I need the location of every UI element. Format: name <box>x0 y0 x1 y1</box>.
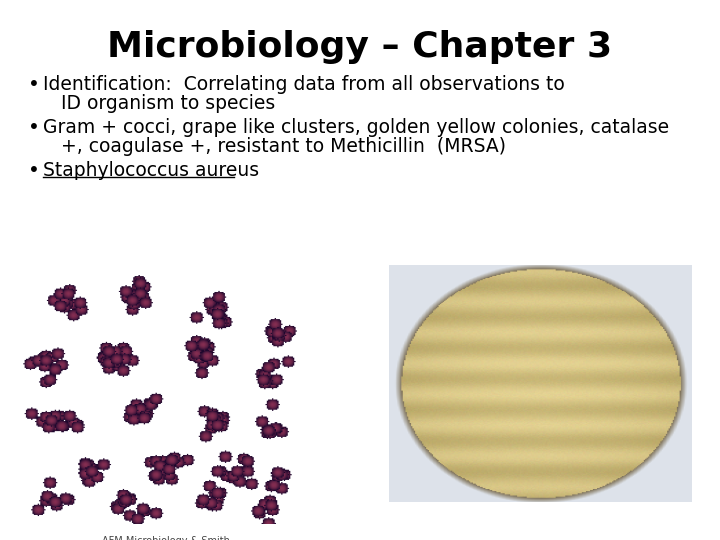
Text: Gram + cocci, grape like clusters, golden yellow colonies, catalase: Gram + cocci, grape like clusters, golde… <box>43 118 669 137</box>
Text: ID organism to species: ID organism to species <box>43 94 275 113</box>
Text: •: • <box>28 118 40 137</box>
Text: Staphylococcus aureus: Staphylococcus aureus <box>43 161 259 180</box>
Text: Identification:  Correlating data from all observations to: Identification: Correlating data from al… <box>43 75 564 94</box>
Text: •: • <box>28 161 40 180</box>
Text: Microbiology – Chapter 3: Microbiology – Chapter 3 <box>107 30 613 64</box>
Text: AFM Microbiology & Smith: AFM Microbiology & Smith <box>102 536 230 540</box>
Text: +, coagulase +, resistant to Methicillin  (MRSA): +, coagulase +, resistant to Methicillin… <box>43 137 506 156</box>
Text: •: • <box>28 75 40 94</box>
